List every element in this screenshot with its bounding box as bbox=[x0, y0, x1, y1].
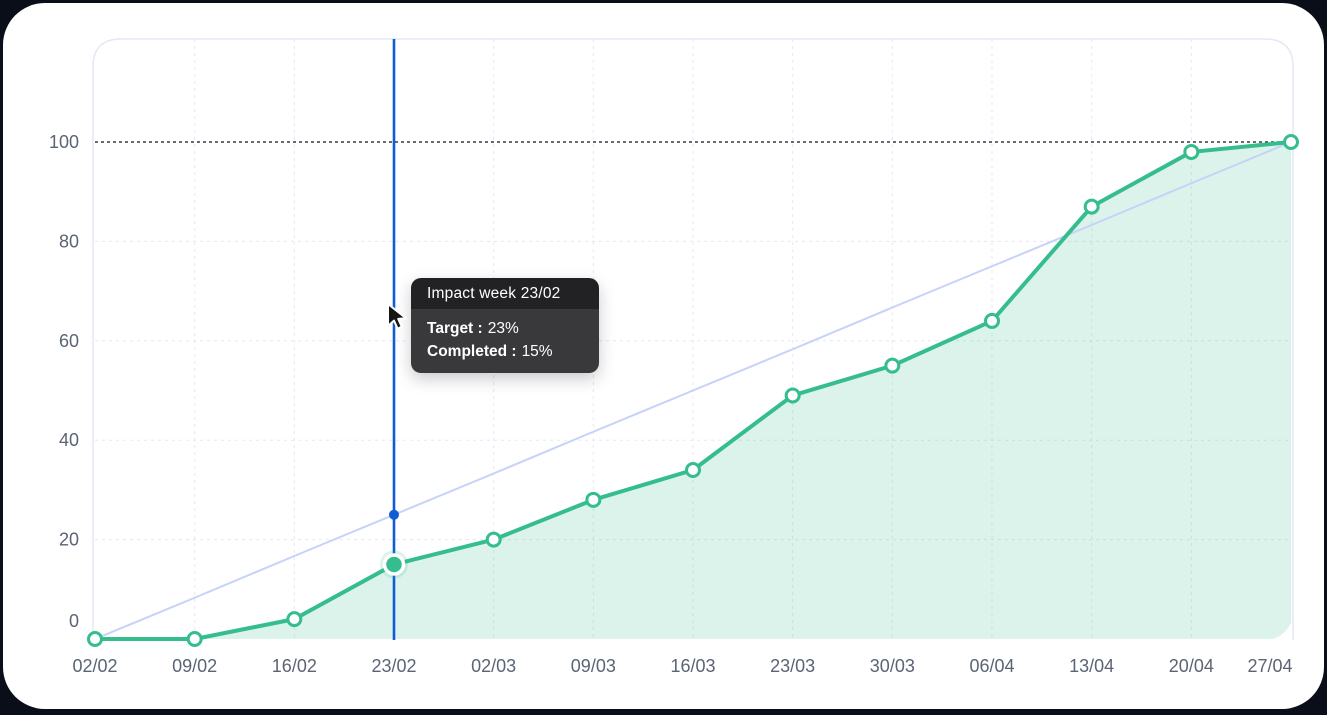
tooltip: Impact week 23/02 Target :23% Completed … bbox=[411, 278, 599, 373]
completed-point[interactable] bbox=[286, 611, 303, 628]
y-axis-labels: 0 20 40 60 80 100 bbox=[49, 132, 79, 631]
x-axis-tick-label: 27/04 bbox=[1247, 656, 1292, 676]
tooltip-completed-value: 15% bbox=[521, 343, 553, 360]
target-point-active[interactable] bbox=[389, 509, 399, 520]
tooltip-target-label: Target : bbox=[427, 320, 483, 337]
y-axis-tick-label: 20 bbox=[59, 530, 79, 550]
x-axis-tick-label: 16/03 bbox=[670, 656, 715, 676]
progress-line-chart[interactable]: 0 20 40 60 80 100 02/02 09/02 16/02 23/02 02/03 09/… bbox=[3, 3, 1327, 715]
tooltip-row-completed: Completed :15% bbox=[427, 340, 583, 363]
completed-point[interactable] bbox=[1083, 198, 1100, 215]
y-axis-tick-label: 40 bbox=[59, 430, 79, 450]
completed-area bbox=[95, 142, 1291, 639]
mouse-cursor-icon bbox=[387, 303, 407, 330]
completed-point[interactable] bbox=[1283, 134, 1299, 150]
x-axis-tick-label: 13/04 bbox=[1069, 656, 1114, 676]
x-axis-tick-label: 30/03 bbox=[870, 656, 915, 676]
x-axis-tick-label: 09/03 bbox=[571, 656, 616, 676]
x-axis-tick-label: 23/02 bbox=[371, 656, 416, 676]
completed-point[interactable] bbox=[1183, 143, 1200, 160]
x-axis-labels: 02/02 09/02 16/02 23/02 02/03 09/03 16/03 23/03… bbox=[72, 656, 1292, 676]
x-axis-tick-label: 20/04 bbox=[1169, 656, 1214, 676]
y-axis-tick-label: 80 bbox=[59, 231, 79, 251]
vertical-gridlines bbox=[194, 39, 1192, 640]
completed-point[interactable] bbox=[685, 462, 701, 479]
tooltip-target-value: 23% bbox=[487, 320, 519, 337]
x-axis-tick-label: 02/02 bbox=[72, 656, 117, 676]
completed-point[interactable] bbox=[186, 631, 203, 647]
tooltip-title: Impact week 23/02 bbox=[411, 278, 599, 309]
completed-point[interactable] bbox=[884, 357, 901, 374]
completed-point[interactable] bbox=[485, 531, 502, 548]
y-axis-tick-label: 60 bbox=[59, 331, 79, 351]
y-axis-tick-label: 100 bbox=[49, 132, 79, 152]
y-axis-tick-label: 0 bbox=[69, 611, 79, 631]
x-axis-tick-label: 16/02 bbox=[272, 656, 317, 676]
x-axis-tick-label: 06/04 bbox=[969, 656, 1014, 676]
x-axis-tick-label: 02/03 bbox=[471, 656, 516, 676]
x-axis-tick-label: 09/02 bbox=[172, 656, 217, 676]
tooltip-body: Target :23% Completed :15% bbox=[411, 309, 599, 373]
completed-point-active[interactable] bbox=[382, 553, 406, 576]
target-line bbox=[94, 141, 1292, 640]
x-axis-tick-label: 23/03 bbox=[770, 656, 815, 676]
tooltip-completed-label: Completed : bbox=[427, 343, 517, 360]
completed-point[interactable] bbox=[585, 491, 602, 508]
completed-point[interactable] bbox=[984, 312, 1000, 329]
completed-point[interactable] bbox=[784, 387, 801, 404]
chart-card: 0 20 40 60 80 100 02/02 09/02 16/02 23/02 02/03 09/… bbox=[3, 3, 1324, 709]
completed-point[interactable] bbox=[87, 631, 103, 647]
tooltip-row-target: Target :23% bbox=[427, 317, 583, 340]
